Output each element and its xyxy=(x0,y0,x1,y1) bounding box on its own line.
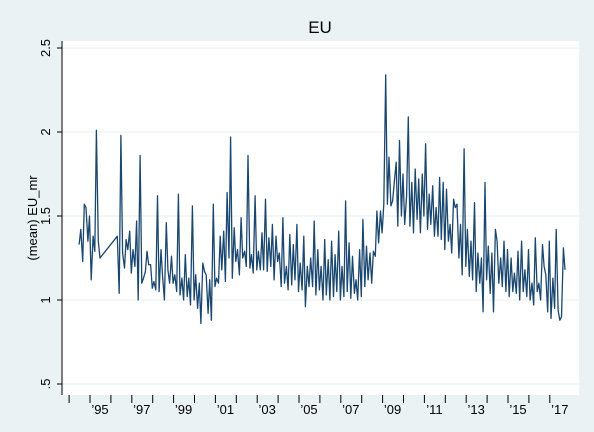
series xyxy=(78,74,566,325)
y-tick-label: 2 xyxy=(38,128,53,135)
series-line xyxy=(78,74,566,325)
x-tick-label: ’97 xyxy=(133,402,150,417)
y-ticks: .5 1 1.5 2 2.5 xyxy=(38,39,62,389)
x-tick-label: ’99 xyxy=(175,402,192,417)
x-tick-label: ’01 xyxy=(217,402,234,417)
x-tick-label: ’07 xyxy=(342,402,359,417)
plot-area xyxy=(62,41,579,395)
x-tick-label: ’05 xyxy=(300,402,317,417)
x-tick-label: ’15 xyxy=(509,402,526,417)
y-axis-title: (mean) EU_mr xyxy=(25,175,40,261)
y-tick-label: 1.5 xyxy=(38,207,53,225)
x-ticks: ’95 ’97 ’99 ’01 ’03 ’05 ’07 ’09 ’11 ’13 ’15 ’17 xyxy=(68,395,568,417)
y-tick-label: 1 xyxy=(38,296,53,303)
chart-title: EU xyxy=(308,18,332,37)
x-tick-label: ’03 xyxy=(259,402,276,417)
y-tick-label: 2.5 xyxy=(38,39,53,57)
x-tick-label: ’09 xyxy=(384,402,401,417)
x-tick-label: ’13 xyxy=(468,402,485,417)
x-tick-label: ’17 xyxy=(551,402,568,417)
x-tick-label: ’95 xyxy=(91,402,108,417)
y-tick-label: .5 xyxy=(38,379,53,390)
x-tick-label: ’11 xyxy=(426,402,442,417)
